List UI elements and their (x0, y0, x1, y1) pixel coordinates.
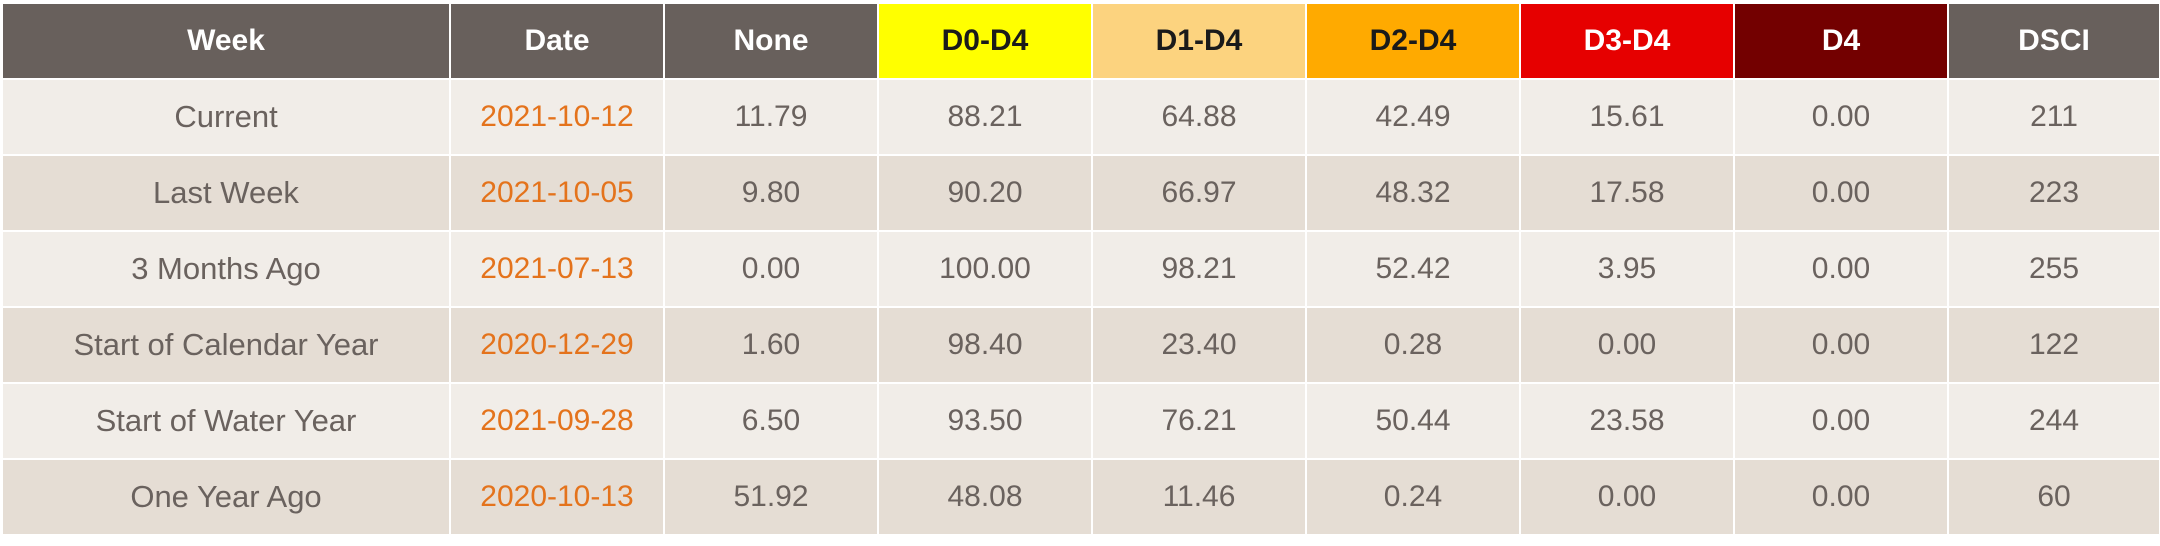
cell-d2-d4: 0.28 (1305, 306, 1521, 384)
drought-statistics-table: Week Date None D0-D4 D1-D4 D2-D4 D3-D4 D… (1, 2, 2160, 536)
cell-d2-d4: 42.49 (1305, 78, 1521, 156)
cell-d4: 0.00 (1733, 458, 1949, 536)
cell-d0-d4: 93.50 (877, 382, 1093, 460)
cell-date: 2021-07-13 (449, 230, 665, 308)
cell-date: 2020-12-29 (449, 306, 665, 384)
header-week: Week (1, 2, 451, 80)
cell-d1-d4: 76.21 (1091, 382, 1307, 460)
cell-d1-d4: 64.88 (1091, 78, 1307, 156)
cell-none: 6.50 (663, 382, 879, 460)
header-d1-d4: D1-D4 (1091, 2, 1307, 80)
cell-dsci: 244 (1947, 382, 2160, 460)
cell-d3-d4: 3.95 (1519, 230, 1735, 308)
table-row: Last Week 2021-10-05 9.80 90.20 66.97 48… (1, 154, 2160, 232)
cell-none: 9.80 (663, 154, 879, 232)
header-row: Week Date None D0-D4 D1-D4 D2-D4 D3-D4 D… (1, 2, 2160, 80)
cell-d4: 0.00 (1733, 382, 1949, 460)
cell-d1-d4: 11.46 (1091, 458, 1307, 536)
table-body: Current 2021-10-12 11.79 88.21 64.88 42.… (1, 78, 2160, 536)
cell-week: Start of Calendar Year (1, 306, 451, 384)
cell-d3-d4: 0.00 (1519, 306, 1735, 384)
cell-d0-d4: 100.00 (877, 230, 1093, 308)
cell-week: Current (1, 78, 451, 156)
table-row: Start of Water Year 2021-09-28 6.50 93.5… (1, 382, 2160, 460)
cell-date: 2020-10-13 (449, 458, 665, 536)
cell-week: Start of Water Year (1, 382, 451, 460)
cell-d0-d4: 98.40 (877, 306, 1093, 384)
cell-d3-d4: 23.58 (1519, 382, 1735, 460)
cell-d2-d4: 52.42 (1305, 230, 1521, 308)
cell-date: 2021-10-05 (449, 154, 665, 232)
cell-d1-d4: 66.97 (1091, 154, 1307, 232)
header-d3-d4: D3-D4 (1519, 2, 1735, 80)
cell-d4: 0.00 (1733, 306, 1949, 384)
cell-none: 51.92 (663, 458, 879, 536)
header-dsci: DSCI (1947, 2, 2160, 80)
table-row: One Year Ago 2020-10-13 51.92 48.08 11.4… (1, 458, 2160, 536)
cell-none: 1.60 (663, 306, 879, 384)
cell-week: 3 Months Ago (1, 230, 451, 308)
cell-d0-d4: 90.20 (877, 154, 1093, 232)
cell-none: 0.00 (663, 230, 879, 308)
cell-date: 2021-10-12 (449, 78, 665, 156)
cell-d4: 0.00 (1733, 154, 1949, 232)
cell-d2-d4: 0.24 (1305, 458, 1521, 536)
cell-dsci: 60 (1947, 458, 2160, 536)
cell-date: 2021-09-28 (449, 382, 665, 460)
cell-d4: 0.00 (1733, 230, 1949, 308)
table-row: 3 Months Ago 2021-07-13 0.00 100.00 98.2… (1, 230, 2160, 308)
cell-none: 11.79 (663, 78, 879, 156)
cell-d4: 0.00 (1733, 78, 1949, 156)
header-none: None (663, 2, 879, 80)
cell-d3-d4: 0.00 (1519, 458, 1735, 536)
header-date: Date (449, 2, 665, 80)
table-row: Current 2021-10-12 11.79 88.21 64.88 42.… (1, 78, 2160, 156)
cell-d3-d4: 15.61 (1519, 78, 1735, 156)
table-row: Start of Calendar Year 2020-12-29 1.60 9… (1, 306, 2160, 384)
header-d4: D4 (1733, 2, 1949, 80)
cell-dsci: 211 (1947, 78, 2160, 156)
cell-d0-d4: 48.08 (877, 458, 1093, 536)
cell-d1-d4: 98.21 (1091, 230, 1307, 308)
cell-d1-d4: 23.40 (1091, 306, 1307, 384)
cell-dsci: 255 (1947, 230, 2160, 308)
cell-dsci: 122 (1947, 306, 2160, 384)
header-d0-d4: D0-D4 (877, 2, 1093, 80)
cell-d2-d4: 48.32 (1305, 154, 1521, 232)
cell-week: One Year Ago (1, 458, 451, 536)
cell-dsci: 223 (1947, 154, 2160, 232)
cell-d0-d4: 88.21 (877, 78, 1093, 156)
cell-d3-d4: 17.58 (1519, 154, 1735, 232)
header-d2-d4: D2-D4 (1305, 2, 1521, 80)
cell-week: Last Week (1, 154, 451, 232)
table-header: Week Date None D0-D4 D1-D4 D2-D4 D3-D4 D… (1, 2, 2160, 80)
cell-d2-d4: 50.44 (1305, 382, 1521, 460)
